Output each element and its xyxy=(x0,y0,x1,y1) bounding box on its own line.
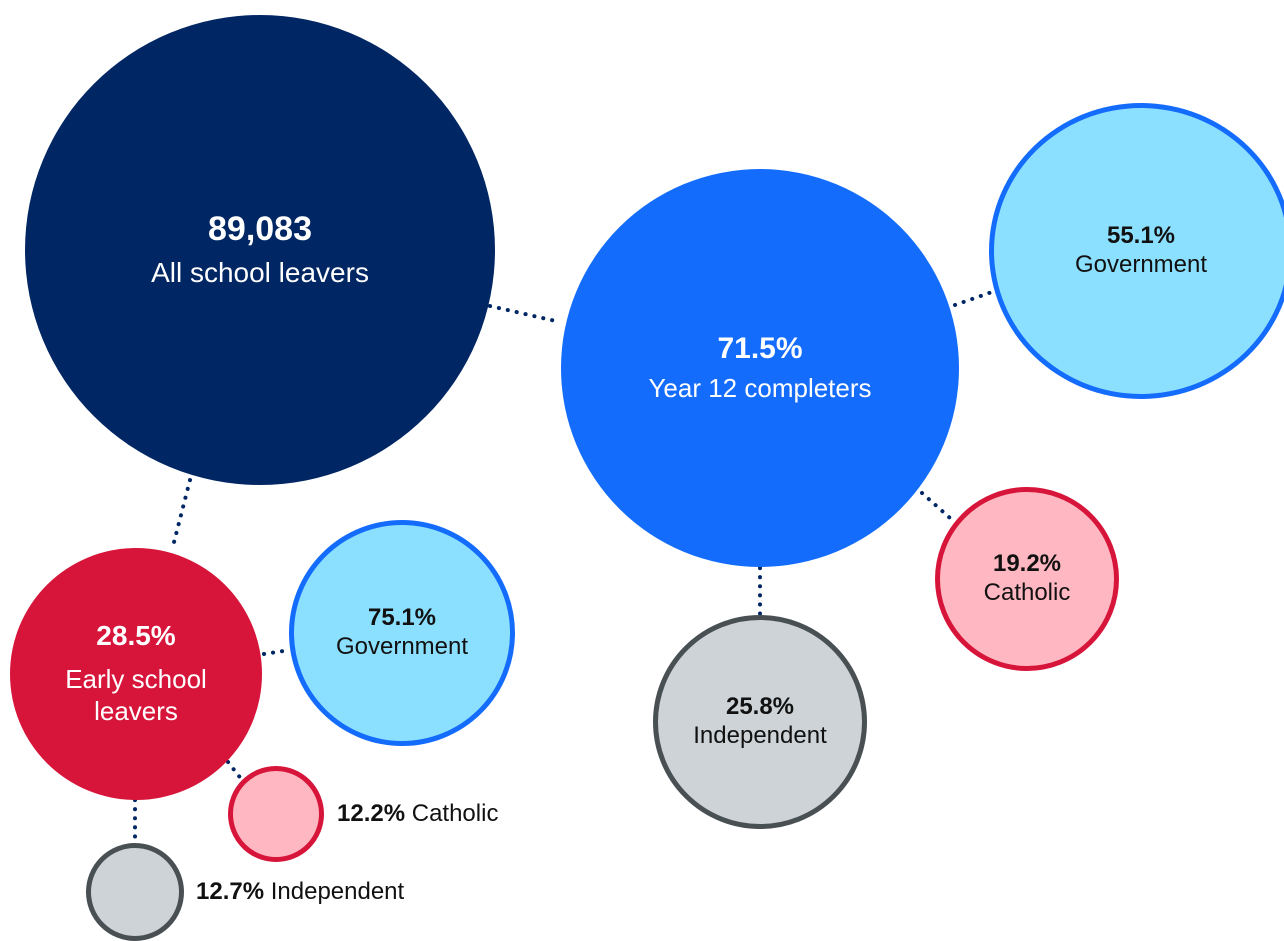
connector-year12-to-government xyxy=(953,290,994,307)
early-value: 28.5% xyxy=(96,620,176,652)
all-school-leavers-value: 89,083 xyxy=(208,209,312,248)
year12-government-bubble: 55.1% Government xyxy=(989,103,1284,399)
year12-catholic-value: 19.2% xyxy=(992,550,1062,578)
all-school-leavers-bubble: 89,083 All school leavers xyxy=(25,15,495,485)
year12-independent-label: Independent xyxy=(693,721,827,749)
early-independent-label: Independent xyxy=(270,878,405,905)
year12-catholic-bubble: 19.2% Catholic xyxy=(935,487,1119,671)
early-label-line1: Early school xyxy=(65,663,207,694)
early-independent-value: 12.7% xyxy=(196,878,265,905)
early-school-leavers-bubble: 28.5% Early school leavers xyxy=(10,548,262,800)
early-independent-bubble xyxy=(86,843,184,941)
year12-label: Year 12 completers xyxy=(648,373,872,403)
early-government-label: Government xyxy=(335,632,469,660)
early-catholic-caption: 12.2% Catholic xyxy=(337,800,498,828)
year12-value: 71.5% xyxy=(717,331,803,365)
all-school-leavers-label: All school leavers xyxy=(151,257,369,289)
year12-government-value: 55.1% xyxy=(1106,222,1176,250)
early-government-bubble: 75.1% Government xyxy=(289,520,515,746)
connector-early-to-catholic xyxy=(226,760,244,782)
connector-early-to-government xyxy=(262,648,292,656)
year12-independent-bubble: 25.8% Independent xyxy=(653,615,867,829)
early-label-line2: leavers xyxy=(94,696,178,727)
early-catholic-label: Catholic xyxy=(411,800,499,827)
early-independent-caption: 12.7% Independent xyxy=(196,878,404,906)
early-government-value: 75.1% xyxy=(367,604,437,632)
early-catholic-value: 12.2% xyxy=(337,800,406,827)
year12-government-label: Government xyxy=(1074,250,1208,278)
connector-year12-to-catholic xyxy=(920,491,952,520)
year12-independent-value: 25.8% xyxy=(725,693,795,721)
year12-completers-bubble: 71.5% Year 12 completers xyxy=(561,169,959,567)
early-catholic-bubble xyxy=(228,766,324,862)
connector-all-to-early xyxy=(170,478,192,552)
year12-catholic-label: Catholic xyxy=(983,578,1071,606)
connector-all-to-year12 xyxy=(488,304,562,324)
